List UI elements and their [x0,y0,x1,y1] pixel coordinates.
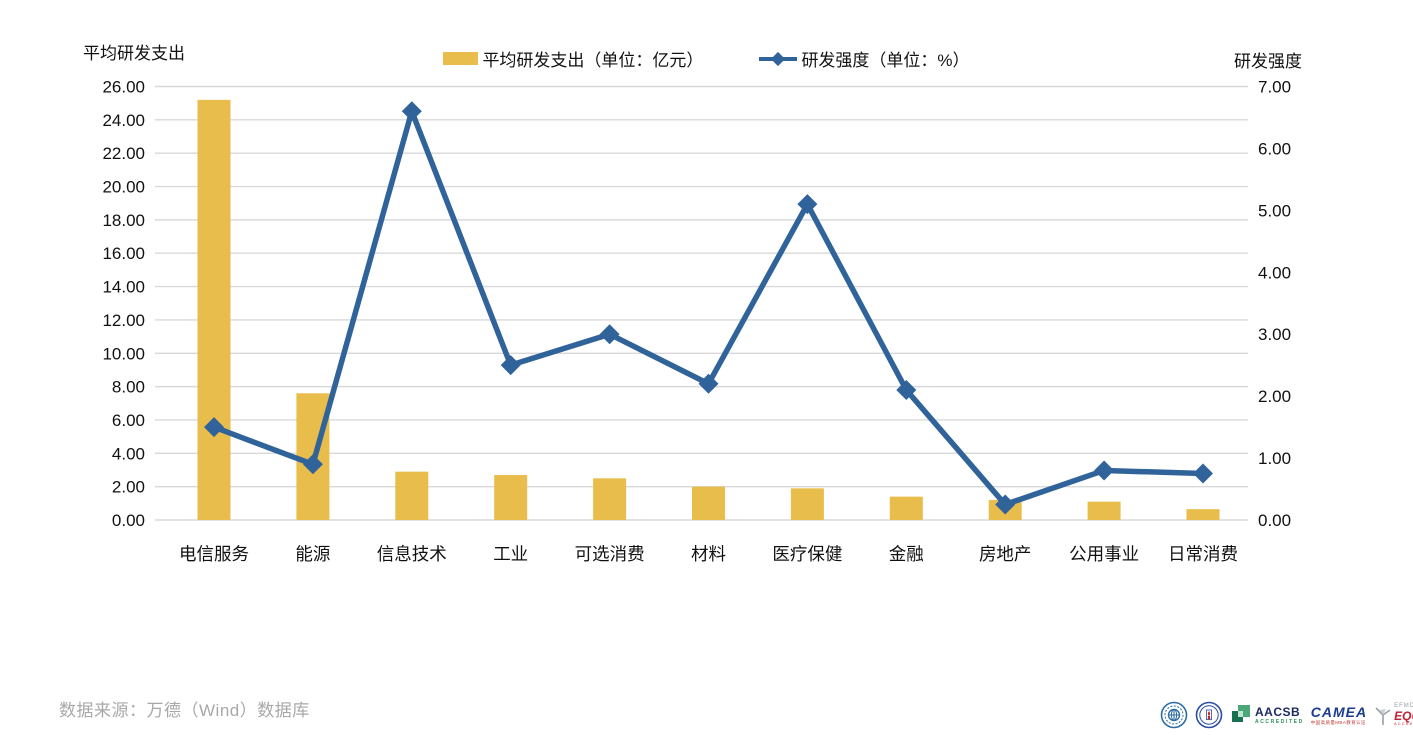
legend-label-bar-series: 平均研发支出（单位：亿元） [482,51,704,70]
category-label: 能源 [295,544,330,564]
aacsb-wordmark: AACSB [1255,704,1301,719]
bar-工业 [494,474,528,520]
right-axis-tick-label: 2.00 [1258,387,1291,406]
category-label: 公用事业 [1069,544,1139,564]
diamond-marker-工业 [500,355,521,376]
left-axis-tick-label: 24.00 [102,111,145,130]
left-axis-tick-label: 4.00 [112,444,145,463]
combo-bar-line-chart: 0.00 2.00 4.00 6.00 8.00 10.00 12.00 14.00 16.00… [102,78,1291,565]
right-axis-tick-label: 5.00 [1258,201,1291,220]
left-axis-tick-label: 18.00 [102,211,145,230]
left-axis-tick-label: 6.00 [112,411,145,430]
bar-医疗保健 [790,488,824,520]
bar-日常消费 [1186,509,1220,520]
left-axis-tick-label: 16.00 [102,244,145,263]
left-axis-title: 平均研发支出 [83,44,185,63]
right-axis-tick-label: 7.00 [1258,78,1291,97]
bar-公用事业 [1087,501,1121,520]
diamond-marker-医疗保健 [797,194,818,215]
category-label: 信息技术 [377,544,447,564]
right-axis-tick-label: 1.00 [1258,449,1291,468]
aacsb-accredited-label: ACCREDITED [1255,718,1304,725]
category-label: 工业 [493,544,528,564]
legend-item-bar-series: 平均研发支出（单位：亿元） [443,46,703,71]
efmd-wordmark: EFMD [1394,703,1413,710]
accreditation-logos: AACSB ACCREDITED CAMEA 中国高质量MBA教育认证 EFMD… [1160,697,1413,733]
right-axis-tick-label: 6.00 [1258,139,1291,158]
line-series [211,108,1206,508]
diamond-marker-电信服务 [204,417,224,438]
equis-wordmark: EQUIS [1394,709,1413,724]
bar-信息技术 [395,471,429,520]
aacsb-mosaic-icon [1232,705,1250,722]
left-axis-tick-label: 22.00 [102,144,145,163]
equis-logo: EFMD EQUIS ACCREDITED [1374,703,1413,727]
left-axis-tick-label: 14.00 [102,278,145,297]
left-axis-tick-label: 8.00 [112,378,145,397]
diamond-marker-金融 [896,379,917,400]
left-axis-tick-label: 20.00 [102,178,145,197]
diamond-marker-房地产 [995,494,1016,515]
category-label: 可选消费 [575,544,645,564]
category-label: 材料 [691,544,726,564]
aacsb-logo: AACSB ACCREDITED [1230,704,1304,726]
category-label: 金融 [889,544,924,564]
right-axis-tick-label: 0.00 [1258,511,1291,530]
bar-金融 [889,496,923,520]
right-axis-tick-label: 3.00 [1258,325,1291,344]
left-axis-tick-label: 26.00 [102,78,145,97]
diamond-marker-日常消费 [1193,463,1213,484]
left-axis-tick-label: 10.00 [102,344,145,363]
diamond-marker-材料 [698,373,719,394]
left-axis-tick-label: 0.00 [112,511,145,530]
bar-可选消费 [593,478,627,520]
diamond-marker-能源 [302,454,323,475]
university-seal-globe-icon [1160,701,1188,729]
category-label: 电信服务 [179,544,249,564]
equis-windmill-icon [1375,707,1391,725]
bar-legend-swatch-icon [443,52,479,65]
category-label: 日常消费 [1168,544,1238,564]
left-axis-tick-label: 2.00 [112,478,145,497]
diamond-marker-可选消费 [599,324,620,345]
bar-电信服务 [197,99,231,520]
camea-wordmark: CAMEA [1310,703,1368,720]
legend-item-line-series: 研发强度（单位：%） [759,46,970,71]
camea-subtitle: 中国高质量MBA教育认证 [1310,719,1366,725]
equis-accredited-label: ACCREDITED [1394,722,1413,727]
university-seal-torch-icon [1195,701,1223,729]
diamond-marker-公用事业 [1094,460,1115,481]
diamond-marker-信息技术 [401,101,422,122]
line-legend-swatch-icon [759,50,798,68]
left-axis-tick-label: 12.00 [102,311,145,330]
right-axis-tick-label: 4.00 [1258,263,1291,282]
legend-label-line-series: 研发强度（单位：%） [801,51,970,70]
camea-logo: CAMEA 中国高质量MBA教育认证 [1311,705,1367,726]
legend: 平均研发支出（单位：亿元） 研发强度（单位：%） [0,46,1413,71]
category-label: 房地产 [979,544,1032,564]
bar-材料 [692,486,725,520]
right-axis-title: 研发强度 [1234,52,1302,71]
category-label: 医疗保健 [772,544,842,564]
data-source-note: 数据来源：万德（Wind）数据库 [59,701,310,720]
